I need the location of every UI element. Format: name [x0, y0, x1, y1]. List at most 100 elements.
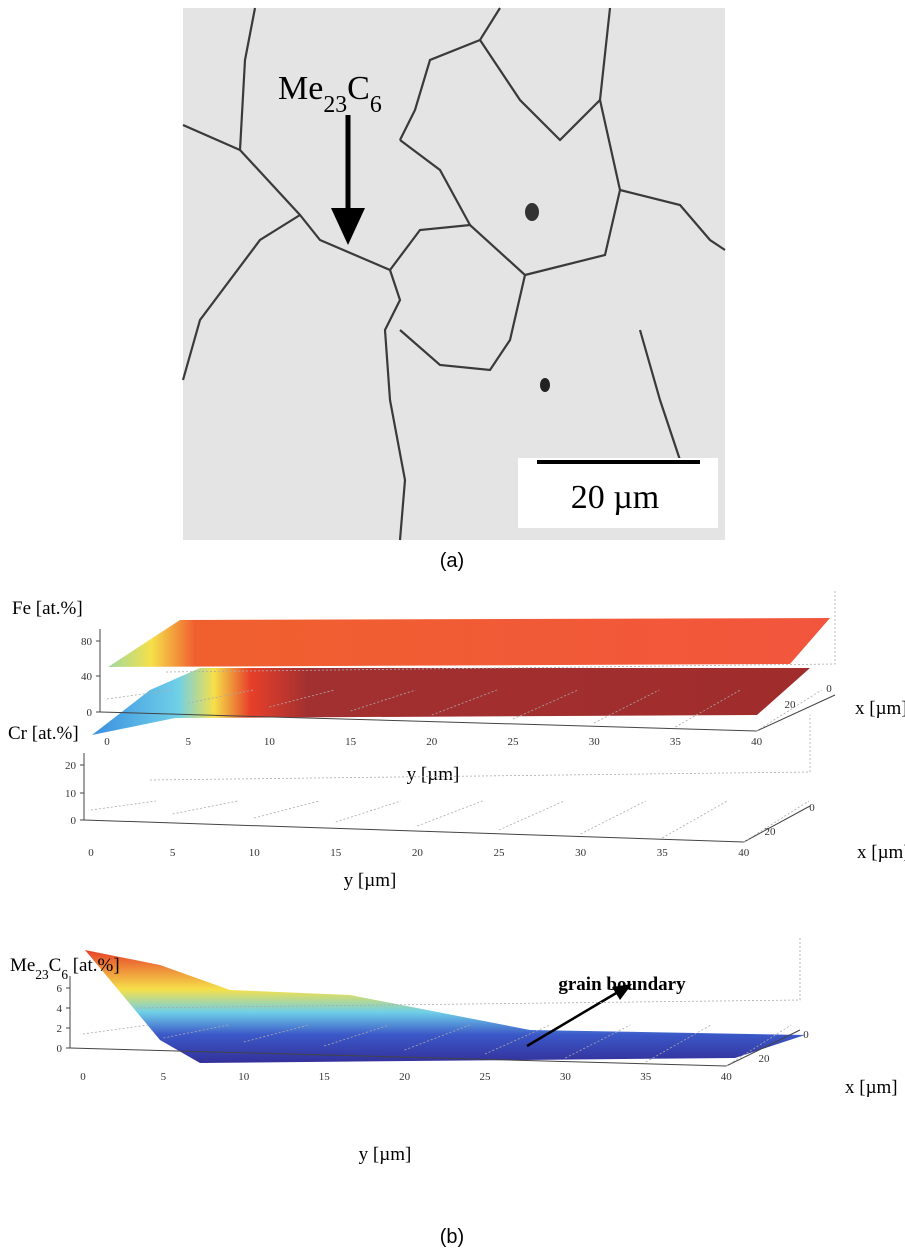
- grid-line: [417, 800, 483, 827]
- x-tick-label: 0: [826, 683, 832, 695]
- y-tick-label: 0: [80, 1071, 86, 1083]
- y-tick-label: 5: [161, 1071, 167, 1083]
- grid-line: [725, 1024, 792, 1067]
- y-tick-label: 5: [185, 736, 191, 748]
- grid-line: [254, 800, 320, 819]
- y-tick-label: 25: [494, 847, 506, 859]
- x-label: x [µm]: [857, 842, 905, 863]
- label-part: 23: [35, 967, 49, 982]
- y-tick-label: 10: [249, 847, 261, 859]
- back-frame: [149, 715, 811, 781]
- grid-line: [188, 689, 254, 704]
- caption-b: (b): [440, 1226, 464, 1248]
- z-tick-label: 80: [81, 636, 93, 648]
- y-tick-label: 30: [589, 736, 601, 748]
- y-tick-label: 15: [319, 1071, 331, 1083]
- y-tick-label: 40: [751, 736, 763, 748]
- grid-line: [82, 1024, 149, 1035]
- grid-line: [163, 1024, 229, 1039]
- grid-line: [498, 800, 565, 831]
- grid-line: [269, 689, 335, 708]
- phase-label: Me23C6: [278, 70, 382, 118]
- z-tick-label: 2: [57, 1023, 63, 1035]
- grid-line: [350, 689, 416, 712]
- label-part: 23: [323, 92, 347, 118]
- label-part: C: [347, 70, 370, 107]
- grid-line: [335, 800, 401, 823]
- y-tick-label: 30: [560, 1071, 572, 1083]
- x-tick-label: 0: [809, 802, 815, 814]
- cr-surface: [92, 668, 810, 735]
- y-tick-label: 35: [657, 847, 669, 859]
- z-tick-label: 6: [57, 983, 63, 995]
- grid-line: [565, 1024, 631, 1059]
- back-frame: [135, 938, 801, 1009]
- x-label: x [µm]: [855, 698, 905, 719]
- y-tick-label: 5: [170, 847, 176, 859]
- grid-line: [756, 689, 822, 732]
- y-axis: [83, 819, 744, 843]
- y-tick-label: 35: [670, 736, 682, 748]
- z-tick-label: 0: [87, 707, 93, 719]
- label-part: Me: [278, 70, 323, 107]
- grid-line: [662, 800, 728, 839]
- scale-bar-label: 20 µm: [571, 479, 660, 516]
- y-label: y [µm]: [407, 764, 460, 785]
- z-label: Cr [at.%]: [8, 723, 79, 744]
- x-tick-label: 20: [759, 1053, 771, 1065]
- y-tick-label: 0: [88, 847, 94, 859]
- y-tick-label: 15: [330, 847, 342, 859]
- x-axis: [725, 1029, 801, 1067]
- y-tick-label: 20: [426, 736, 438, 748]
- y-tick-label: 25: [480, 1071, 492, 1083]
- z-tick-label: 20: [65, 760, 77, 772]
- z-tick-label: 10: [65, 788, 77, 800]
- caption-a: (a): [440, 550, 464, 572]
- annotation: grain boundary: [558, 974, 686, 995]
- y-tick-label: 40: [738, 847, 750, 859]
- micrograph: 20 µm Me23C6: [181, 7, 726, 541]
- x-axis: [756, 694, 836, 732]
- label-part: Me: [10, 955, 35, 976]
- label-part: Cr [at.%]: [8, 723, 79, 744]
- grid-line: [743, 800, 810, 843]
- z-label: Fe [at.%]: [12, 598, 83, 619]
- back-frame: [165, 591, 836, 673]
- y-tick-label: 25: [508, 736, 520, 748]
- label-part: 6: [61, 967, 68, 982]
- y-tick-label: 10: [264, 736, 276, 748]
- z-label: Me23C6 [at.%]: [10, 955, 120, 982]
- y-label: y [µm]: [359, 1144, 412, 1165]
- me-surface: [85, 950, 805, 1063]
- label-part: Fe [at.%]: [12, 598, 83, 619]
- y-tick-label: 40: [721, 1071, 733, 1083]
- y-axis: [99, 711, 757, 732]
- y-tick-label: 30: [575, 847, 587, 859]
- x-tick-label: 0: [803, 1029, 809, 1041]
- grid-line: [580, 800, 646, 835]
- grid-line: [106, 689, 173, 700]
- grid-line: [675, 689, 741, 728]
- grid-line: [594, 689, 660, 724]
- grid-line: [324, 1024, 390, 1047]
- z-tick-label: 0: [57, 1043, 63, 1055]
- y-tick-label: 0: [104, 736, 110, 748]
- grid-line: [90, 800, 157, 811]
- label-part: 6: [370, 92, 382, 118]
- z-tick-label: 40: [81, 671, 93, 683]
- y-tick-label: 10: [238, 1071, 250, 1083]
- label-part: [at.%]: [68, 955, 120, 976]
- y-tick-label: 15: [345, 736, 357, 748]
- fe-surface: [108, 618, 830, 667]
- y-tick-label: 20: [399, 1071, 411, 1083]
- z-tick-label: 4: [57, 1003, 63, 1015]
- y-tick-label: 20: [412, 847, 424, 859]
- grid-line: [243, 1024, 309, 1043]
- x-label: x [µm]: [845, 1077, 898, 1098]
- y-axis: [69, 1047, 727, 1067]
- y-tick-label: 35: [640, 1071, 652, 1083]
- grid-line: [645, 1024, 711, 1063]
- grid-line: [172, 800, 238, 815]
- z-tick-label: 0: [71, 815, 77, 827]
